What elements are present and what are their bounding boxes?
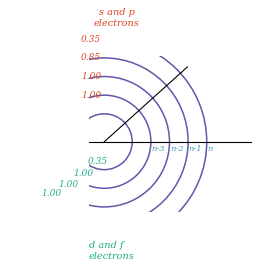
Text: s and p
electrons: s and p electrons xyxy=(94,8,140,28)
Text: 0.35: 0.35 xyxy=(81,35,101,44)
Text: 1.00: 1.00 xyxy=(82,91,102,100)
Text: n-1: n-1 xyxy=(189,145,202,153)
Text: n-2: n-2 xyxy=(170,145,184,153)
Text: 1.00: 1.00 xyxy=(81,72,101,81)
Text: 0.85: 0.85 xyxy=(81,53,101,62)
Text: 1.00: 1.00 xyxy=(58,180,78,189)
Text: 1.00: 1.00 xyxy=(74,169,94,178)
Text: n: n xyxy=(207,145,213,153)
Text: 1.00: 1.00 xyxy=(41,189,62,198)
Text: n-3: n-3 xyxy=(152,145,165,153)
Text: 0.35: 0.35 xyxy=(88,157,108,166)
Text: d and f
electrons: d and f electrons xyxy=(89,241,135,261)
